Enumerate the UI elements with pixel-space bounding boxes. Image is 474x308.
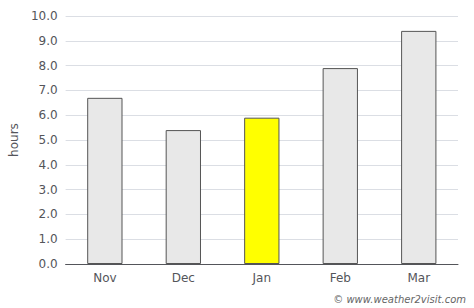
svg-text:Dec: Dec — [172, 271, 195, 285]
svg-text:3.0: 3.0 — [39, 183, 58, 197]
svg-text:Mar: Mar — [407, 271, 430, 285]
svg-text:4.0: 4.0 — [39, 158, 58, 172]
svg-text:hours: hours — [7, 123, 21, 157]
svg-text:Feb: Feb — [330, 271, 351, 285]
svg-text:Jan: Jan — [252, 271, 272, 285]
svg-text:9.0: 9.0 — [39, 34, 58, 48]
svg-text:1.0: 1.0 — [39, 232, 58, 246]
svg-text:5.0: 5.0 — [39, 133, 58, 147]
svg-text:10.0: 10.0 — [31, 9, 58, 23]
svg-text:© www.weather2visit.com: © www.weather2visit.com — [333, 294, 466, 305]
svg-text:0.0: 0.0 — [39, 257, 58, 271]
svg-text:7.0: 7.0 — [39, 83, 58, 97]
svg-text:2.0: 2.0 — [39, 207, 58, 221]
svg-text:Nov: Nov — [93, 271, 116, 285]
svg-text:8.0: 8.0 — [39, 59, 58, 73]
svg-text:6.0: 6.0 — [39, 108, 58, 122]
